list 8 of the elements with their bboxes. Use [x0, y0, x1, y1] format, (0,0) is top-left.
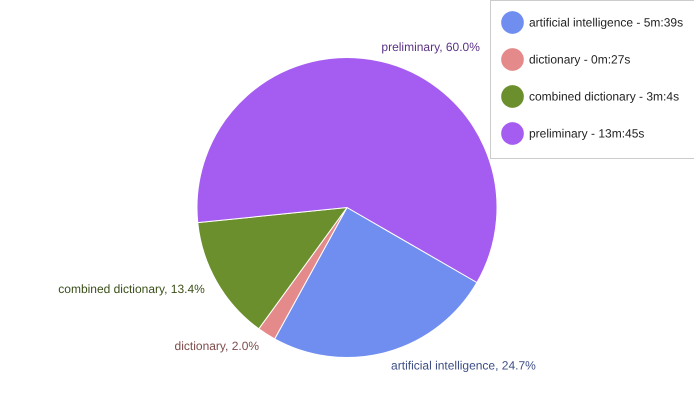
- data-label: combined dictionary, 13.4%: [58, 282, 206, 296]
- legend-label: artificial intelligence - 5m:39s: [529, 16, 684, 30]
- legend-label: combined dictionary - 3m:4s: [529, 90, 680, 104]
- data-label: artificial intelligence, 24.7%: [391, 358, 536, 372]
- legend-label: preliminary - 13m:45s: [529, 126, 644, 140]
- legend-label: dictionary - 0m:27s: [529, 52, 630, 66]
- data-label: preliminary, 60.0%: [381, 40, 480, 54]
- data-label: dictionary, 2.0%: [174, 338, 260, 353]
